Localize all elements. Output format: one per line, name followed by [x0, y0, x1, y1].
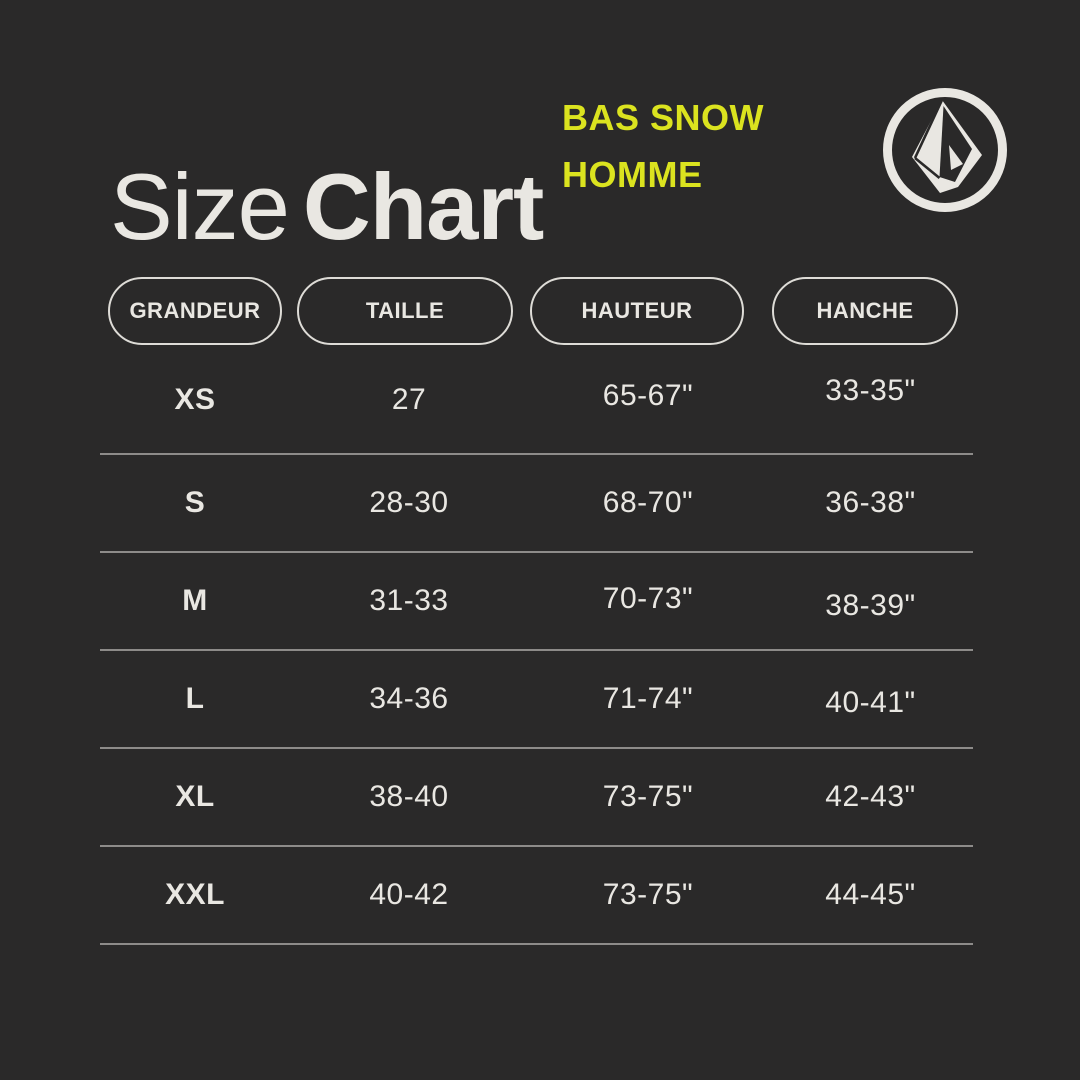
hauteur-value: 70-73" [602, 582, 694, 615]
taille-value: 31-33 [369, 584, 449, 617]
taille-value: 38-40 [369, 780, 449, 813]
size-label: XL [175, 780, 215, 813]
size-label: XXL [165, 878, 225, 911]
taille-value: 40-42 [369, 878, 449, 911]
table-body: XS 27 65-67" 33-35" S 28-30 68-70" 36-38… [100, 347, 973, 945]
hauteur-value: 73-75" [602, 878, 694, 911]
size-label: S [184, 486, 206, 519]
taille-value: 34-36 [369, 682, 449, 715]
size-label: XS [174, 383, 216, 416]
subtitle-line-1: BAS SNOW [562, 97, 764, 138]
column-header-grandeur: GRANDEUR [108, 277, 282, 345]
subtitle-line-2: HOMME [562, 154, 703, 195]
hauteur-value: 65-67" [602, 379, 694, 412]
hanche-value: 44-45" [825, 878, 916, 911]
table-row-m: M 31-33 70-73" 38-39" [100, 553, 973, 651]
taille-value: 28-30 [369, 486, 449, 519]
hanche-value: 36-38" [825, 486, 916, 519]
hauteur-value: 71-74" [602, 682, 694, 715]
hanche-value: 38-39" [825, 589, 916, 622]
table-row-xs: XS 27 65-67" 33-35" [100, 347, 973, 455]
logo-ring [883, 88, 1007, 212]
stone-reflection [949, 145, 963, 170]
table-row-s: S 28-30 68-70" 36-38" [100, 455, 973, 553]
hanche-value: 33-35" [825, 374, 916, 407]
taille-value: 27 [391, 383, 427, 416]
column-header-taille: TAILLE [297, 277, 513, 345]
size-table: GRANDEUR TAILLE HAUTEUR HANCHE XS 27 65-… [100, 277, 973, 945]
title-word-chart: Chart [302, 153, 544, 259]
table-row-xxl: XXL 40-42 73-75" 44-45" [100, 847, 973, 945]
column-header-hauteur: HAUTEUR [530, 277, 744, 345]
table-row-xl: XL 38-40 73-75" 42-43" [100, 749, 973, 847]
column-header-hanche: HANCHE [772, 277, 958, 345]
hauteur-value: 68-70" [602, 486, 694, 519]
hauteur-value: 73-75" [602, 780, 694, 813]
hanche-value: 40-41" [825, 686, 916, 719]
title-word-size: Size [110, 153, 290, 259]
table-header-row: GRANDEUR TAILLE HAUTEUR HANCHE [100, 277, 973, 345]
table-row-l: L 34-36 71-74" 40-41" [100, 651, 973, 749]
volcom-stone-graphic [883, 88, 1007, 212]
hanche-value: 42-43" [825, 780, 916, 813]
size-label: L [185, 682, 205, 715]
volcom-stone-icon [882, 87, 1008, 213]
product-subtitle: BAS SNOW HOMME [562, 89, 764, 203]
size-label: M [182, 584, 208, 617]
page-title: Size Chart [110, 159, 544, 254]
